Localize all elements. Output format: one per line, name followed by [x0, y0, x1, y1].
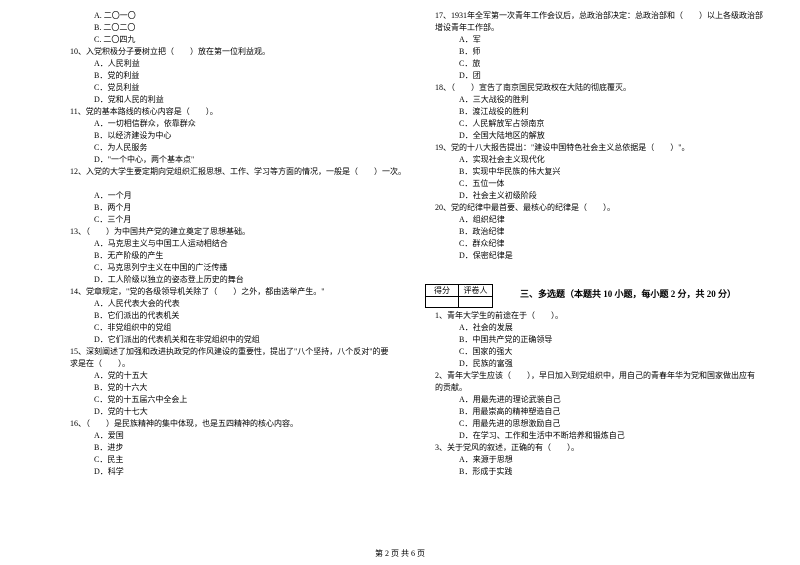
q17-stem-b: 增设青年工作部。	[425, 22, 763, 34]
m1-opt-c: C．国家的强大	[425, 346, 763, 358]
q11-opt-c: C．为人民服务	[60, 142, 405, 154]
q16-opt-d: D．科学	[60, 466, 405, 478]
m2-stem-a: 2、青年大学生应该（ ），早日加入到党组织中，用自己的青春年华为党和国家做出应有	[425, 370, 763, 382]
q16-stem: 16、（ ）是民族精神的集中体现，也是五四精神的核心内容。	[60, 418, 405, 430]
q16-opt-c: C．民主	[60, 454, 405, 466]
m3-opt-a: A．来源于思想	[425, 454, 763, 466]
q14-opt-d: D．它们派出的代表机关和在非党组织中的党组	[60, 334, 405, 346]
q10-opt-d: D．党和人民的利益	[60, 94, 405, 106]
q14-opt-a: A．人民代表大会的代表	[60, 298, 405, 310]
m3-stem: 3、关于党风的叙述，正确的有（ ）。	[425, 442, 763, 454]
q18-opt-d: D．全国大陆地区的解放	[425, 130, 763, 142]
q10-opt-a: A．人民利益	[60, 58, 405, 70]
q17-stem-a: 17、1931年全军第一次青年工作会议后，总政治部决定：总政治部和（ ）以上各级…	[425, 10, 763, 22]
q20-opt-a: A．组织纪律	[425, 214, 763, 226]
q12-opt-b: B．两个月	[60, 202, 405, 214]
q16-opt-b: B．进步	[60, 442, 405, 454]
q17-opt-b: B．师	[425, 46, 763, 58]
q13-opt-d: D．工人阶级以独立的姿态登上历史的舞台	[60, 274, 405, 286]
q11-opt-a: A．一切相信群众，依靠群众	[60, 118, 405, 130]
m2-opt-b: B．用最崇高的精神塑造自己	[425, 406, 763, 418]
q13-opt-b: B．无产阶级的产生	[60, 250, 405, 262]
q18-opt-c: C．人民解放军占领南京	[425, 118, 763, 130]
q17-opt-d: D．团	[425, 70, 763, 82]
q14-stem: 14、党章规定，"党的各级领导机关除了（ ）之外，都由选举产生。"	[60, 286, 405, 298]
q18-stem: 18、（ ）宣告了南京国民党政权在大陆的彻底覆灭。	[425, 82, 763, 94]
q10-opt-b: B．党的利益	[60, 70, 405, 82]
q17-opt-a: A．军	[425, 34, 763, 46]
page-footer: 第 2 页 共 6 页	[0, 548, 800, 559]
q15-opt-c: C．党的十五届六中全会上	[60, 394, 405, 406]
q10-opt-c: C．党员利益	[60, 82, 405, 94]
m2-opt-a: A．用最先进的理论武装自己	[425, 394, 763, 406]
section-3-title: 三、多选题（本题共 10 小题，每小题 2 分，共 20 分）	[493, 287, 763, 300]
m3-opt-b: B．形成于实践	[425, 466, 763, 478]
q11-stem: 11、党的基本路线的核心内容是（ ）。	[60, 106, 405, 118]
score-cell-score: 得分	[425, 284, 459, 308]
q19-opt-a: A．实现社会主义现代化	[425, 154, 763, 166]
q19-opt-b: B．实现中华民族的伟大复兴	[425, 166, 763, 178]
m1-opt-d: D．民族的富强	[425, 358, 763, 370]
score-head-1: 得分	[426, 285, 458, 297]
q15-stem-b: 求是在（ ）。	[60, 358, 405, 370]
q12-opt-c: C．三个月	[60, 214, 405, 226]
right-column: 17、1931年全军第一次青年工作会议后，总政治部决定：总政治部和（ ）以上各级…	[425, 10, 763, 478]
m1-stem: 1、青年大学生的前途在于（ ）。	[425, 310, 763, 322]
q14-opt-c: C．非党组织中的党组	[60, 322, 405, 334]
q16-opt-a: A．爱国	[60, 430, 405, 442]
score-cell-grader: 评卷人	[459, 284, 493, 308]
score-table: 得分 评卷人	[425, 284, 493, 308]
q12-opt-a: A．一个月	[60, 190, 405, 202]
q18-opt-b: B．渡江战役的胜利	[425, 106, 763, 118]
q10-stem: 10、入党积极分子要树立把（ ）放在第一位利益观。	[60, 46, 405, 58]
q13-opt-c: C．马克思列宁主义在中国的广泛传播	[60, 262, 405, 274]
q15-stem-a: 15、深刻阐述了加强和改进执政党的作风建设的重要性，提出了"八个坚持，八个反对"…	[60, 346, 405, 358]
q9-opt-a: A. 二〇一〇	[60, 10, 405, 22]
m2-stem-b: 的贡献。	[425, 382, 763, 394]
left-column: A. 二〇一〇 B. 二〇二〇 C. 二〇四九 10、入党积极分子要树立把（ ）…	[60, 10, 405, 478]
q15-opt-a: A．党的十五大	[60, 370, 405, 382]
q13-opt-a: A．马克思主义与中国工人运动相结合	[60, 238, 405, 250]
q18-opt-a: A．三大战役的胜利	[425, 94, 763, 106]
exam-page: A. 二〇一〇 B. 二〇二〇 C. 二〇四九 10、入党积极分子要树立把（ ）…	[0, 0, 800, 478]
score-head-2: 评卷人	[459, 285, 492, 297]
m2-opt-d: D．在学习、工作和生活中不断培养和锻炼自己	[425, 430, 763, 442]
m1-opt-b: B．中国共产党的正确领导	[425, 334, 763, 346]
q14-opt-b: B．它们派出的代表机关	[60, 310, 405, 322]
m2-opt-c: C．用最先进的思想激励自己	[425, 418, 763, 430]
q9-opt-b: B. 二〇二〇	[60, 22, 405, 34]
m1-opt-a: A．社会的发展	[425, 322, 763, 334]
q19-opt-c: C．五位一体	[425, 178, 763, 190]
q19-opt-d: D．社会主义初级阶段	[425, 190, 763, 202]
q17-opt-c: C．旅	[425, 58, 763, 70]
q20-opt-b: B．政治纪律	[425, 226, 763, 238]
q19-stem: 19、党的十八大报告提出："建设中国特色社会主义总依据是（ ）"。	[425, 142, 763, 154]
q15-opt-d: D．党的十七大	[60, 406, 405, 418]
q12-stem: 12、入党的大学生要定期向党组织汇报思想、工作、学习等方面的情况，一般是（ ）一…	[60, 166, 405, 178]
q9-opt-c: C. 二〇四九	[60, 34, 405, 46]
q11-opt-b: B．以经济建设为中心	[60, 130, 405, 142]
q20-stem: 20、党的纪律中最首要、最核心的纪律是（ ）。	[425, 202, 763, 214]
q11-opt-d: D．"一个中心，两个基本点"	[60, 154, 405, 166]
q20-opt-c: C．群众纪律	[425, 238, 763, 250]
q20-opt-d: D．保密纪律是	[425, 250, 763, 262]
q13-stem: 13、（ ）为中国共产党的建立奠定了思想基础。	[60, 226, 405, 238]
q15-opt-b: B．党的十六大	[60, 382, 405, 394]
